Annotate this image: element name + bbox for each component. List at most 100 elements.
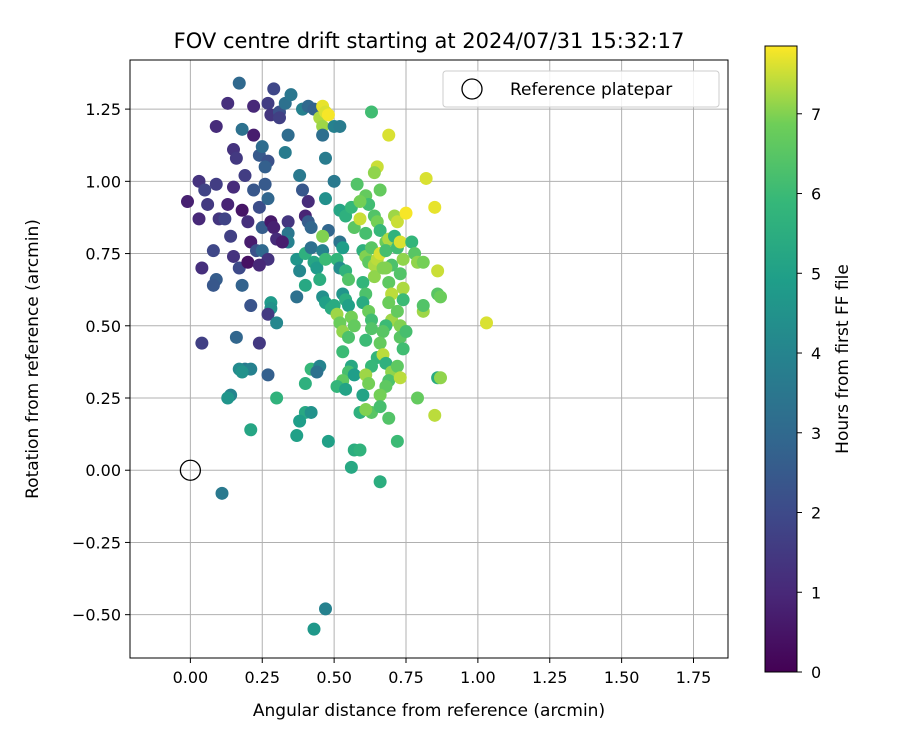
data-point <box>379 244 393 258</box>
data-point <box>209 177 223 191</box>
data-point <box>347 368 361 382</box>
data-point <box>373 400 387 414</box>
data-point <box>241 215 255 229</box>
data-point <box>261 307 275 321</box>
x-tick-label: 0.50 <box>316 668 352 687</box>
data-point <box>342 299 355 313</box>
legend: Reference platepar <box>442 70 720 108</box>
data-point <box>229 330 243 344</box>
data-point <box>206 278 220 292</box>
x-tick-label: 1.25 <box>532 668 568 687</box>
data-point <box>313 273 327 287</box>
data-point <box>267 82 281 96</box>
data-point <box>316 229 330 243</box>
data-point <box>373 223 387 237</box>
legend-box <box>442 70 720 108</box>
colorbar: 0 1 2 3 4 5 6 7 Hours from first FF file <box>764 45 853 682</box>
data-point <box>244 423 258 437</box>
data-point <box>244 299 258 313</box>
x-tick-label: 0.75 <box>388 668 424 687</box>
data-point <box>252 258 266 272</box>
y-tick-label: 0.75 <box>85 245 121 264</box>
data-point <box>480 316 493 330</box>
data-point <box>270 391 284 405</box>
data-point <box>390 304 404 318</box>
data-point <box>221 391 235 405</box>
data-point <box>235 122 249 136</box>
y-tick-label: −0.25 <box>72 533 121 552</box>
data-point <box>235 365 249 379</box>
data-point <box>247 183 261 197</box>
data-point <box>218 212 232 226</box>
data-point <box>428 200 442 214</box>
x-axis-ticks: 0.00 0.25 0.50 0.75 1.00 1.25 1.50 1.75 <box>173 658 711 687</box>
data-point <box>261 368 275 382</box>
data-point <box>247 99 261 113</box>
y-tick-label: 1.00 <box>85 172 121 191</box>
data-point <box>195 261 209 275</box>
data-point <box>224 229 238 243</box>
data-point <box>261 96 275 110</box>
x-tick-label: 0.25 <box>244 668 280 687</box>
data-point <box>347 319 361 333</box>
data-point <box>252 336 266 350</box>
data-point <box>350 177 364 191</box>
data-point <box>215 486 229 500</box>
data-point <box>333 119 347 133</box>
data-point <box>367 166 381 180</box>
data-point <box>393 267 407 281</box>
data-point <box>281 128 295 142</box>
data-point <box>405 235 419 249</box>
colorbar-ticks: 0 1 2 3 4 5 6 7 <box>797 105 821 682</box>
colorbar-tick-label: 7 <box>811 105 821 124</box>
data-point <box>209 119 223 133</box>
data-point <box>235 203 249 217</box>
data-point <box>241 255 255 269</box>
data-point <box>336 241 350 255</box>
data-point <box>379 261 393 275</box>
data-point <box>301 195 315 209</box>
data-point <box>382 128 396 142</box>
colorbar-tick-label: 5 <box>811 264 821 283</box>
data-point <box>353 195 367 209</box>
data-point <box>396 293 410 307</box>
colorbar-tick-label: 1 <box>811 583 821 602</box>
data-point <box>296 183 309 197</box>
data-point <box>258 160 272 174</box>
x-tick-label: 0.00 <box>173 668 209 687</box>
data-point <box>307 622 321 636</box>
y-tick-label: 0.00 <box>85 461 121 480</box>
data-point <box>298 278 312 292</box>
data-point <box>267 221 281 235</box>
data-point <box>304 405 318 419</box>
data-point <box>261 192 275 206</box>
data-point <box>319 151 332 165</box>
y-axis-label: Rotation from reference (arcmin) <box>23 219 43 499</box>
data-point <box>293 264 307 278</box>
data-point <box>298 377 312 391</box>
data-point <box>365 322 378 336</box>
y-tick-label: 0.50 <box>85 317 121 336</box>
data-point <box>367 270 381 284</box>
data-point <box>284 88 298 102</box>
data-point <box>319 192 332 206</box>
data-point <box>356 388 370 402</box>
data-point <box>344 460 358 474</box>
data-point <box>304 221 318 235</box>
data-point <box>321 434 335 448</box>
data-point <box>181 195 194 209</box>
data-point <box>290 290 304 304</box>
data-point <box>390 215 404 229</box>
colorbar-tick-label: 0 <box>811 663 821 682</box>
data-point <box>258 177 272 191</box>
data-point <box>270 316 284 330</box>
data-point <box>247 128 261 142</box>
grid-lines <box>130 60 728 658</box>
data-point <box>419 171 433 185</box>
data-point <box>221 197 235 211</box>
data-point <box>290 429 304 443</box>
data-point <box>373 183 387 197</box>
data-point <box>416 299 430 313</box>
data-point <box>353 443 367 457</box>
data-point <box>382 411 396 425</box>
